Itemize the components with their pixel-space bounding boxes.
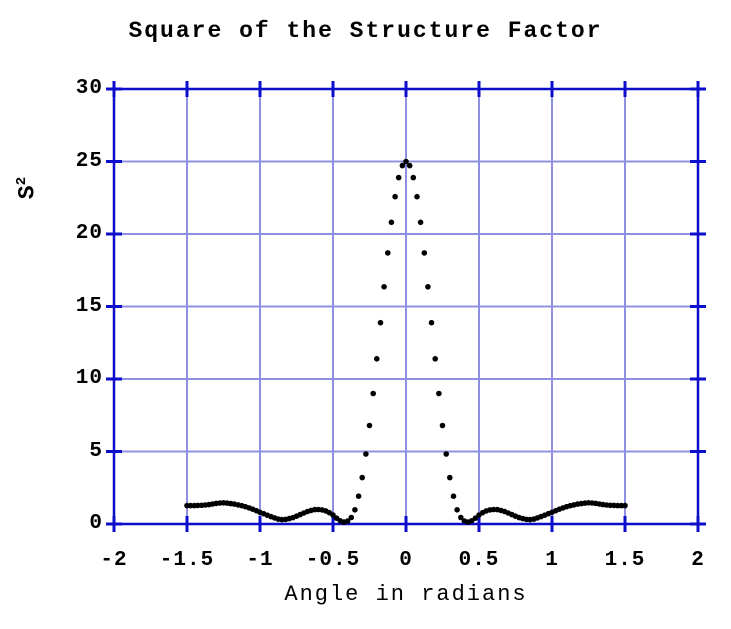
data-point bbox=[447, 474, 453, 481]
data-point bbox=[443, 451, 450, 457]
data-point bbox=[421, 250, 428, 256]
data-point bbox=[366, 422, 373, 429]
data-point bbox=[355, 493, 362, 500]
data-point bbox=[392, 193, 398, 200]
data-point bbox=[425, 284, 431, 290]
x-tick-label: -1.5 bbox=[159, 549, 215, 572]
data-point bbox=[348, 514, 355, 521]
data-point bbox=[374, 356, 380, 362]
y-tick-label: 30 bbox=[75, 77, 103, 100]
data-point bbox=[439, 422, 446, 429]
x-tick-label: 1 bbox=[545, 549, 559, 572]
x-axis-label: Angle in radians bbox=[284, 582, 528, 607]
data-point bbox=[450, 493, 457, 500]
x-tick-label: 0.5 bbox=[458, 549, 500, 572]
x-tick-label: -1 bbox=[246, 549, 274, 572]
data-point bbox=[472, 515, 479, 521]
data-point bbox=[385, 250, 391, 256]
data-point bbox=[344, 518, 351, 524]
y-tick-label: 15 bbox=[75, 294, 103, 318]
data-point bbox=[454, 507, 460, 513]
data-point bbox=[363, 451, 369, 457]
data-point bbox=[370, 390, 377, 397]
y-tick-label: 25 bbox=[75, 149, 103, 173]
data-point bbox=[388, 219, 395, 226]
data-point bbox=[406, 162, 413, 169]
x-tick-label: 2 bbox=[691, 549, 705, 572]
y-tick-label: 20 bbox=[75, 222, 103, 245]
data-point bbox=[428, 319, 435, 326]
data-point bbox=[395, 174, 402, 181]
data-point bbox=[403, 158, 409, 165]
data-point bbox=[399, 162, 406, 169]
data-point bbox=[352, 507, 358, 513]
y-tick-label: 0 bbox=[89, 512, 103, 535]
x-tick-label: -2 bbox=[100, 549, 128, 572]
x-tick-label: 1.5 bbox=[604, 549, 646, 572]
data-point bbox=[359, 474, 366, 481]
chart-title: Square of the Structure Factor bbox=[128, 18, 603, 44]
data-point bbox=[377, 319, 384, 326]
data-point bbox=[414, 193, 420, 200]
data-point bbox=[458, 514, 464, 521]
data-point bbox=[436, 390, 442, 397]
data-point bbox=[410, 174, 417, 181]
data-point bbox=[622, 502, 628, 509]
data-point bbox=[381, 284, 387, 290]
y-tick-label: 5 bbox=[89, 439, 103, 463]
x-tick-label: 0 bbox=[399, 549, 413, 572]
data-point bbox=[432, 356, 439, 362]
data-point bbox=[330, 512, 336, 518]
y-tick-label: 10 bbox=[75, 367, 103, 390]
x-tick-label: -0.5 bbox=[305, 549, 361, 572]
data-point bbox=[417, 219, 424, 226]
